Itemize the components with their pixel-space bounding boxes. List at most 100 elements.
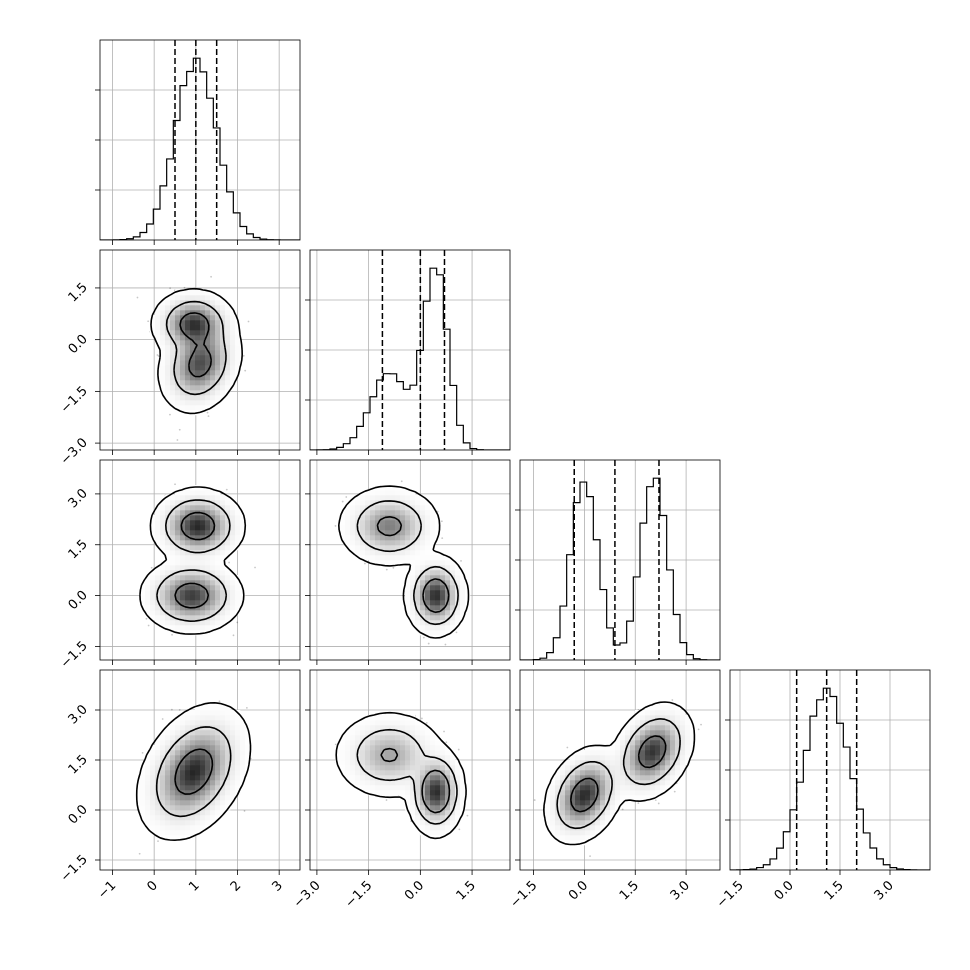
density-cell — [170, 510, 176, 516]
density-cell — [230, 380, 236, 386]
density-cell — [190, 500, 196, 506]
histogram-step — [310, 267, 510, 450]
histogram-step — [100, 57, 300, 240]
density-cell — [185, 355, 191, 361]
density-cell — [155, 575, 161, 581]
density-cell — [165, 355, 171, 361]
density-cell — [200, 620, 206, 626]
density-cell — [180, 505, 186, 511]
density-cell — [170, 345, 176, 351]
density-cell — [205, 390, 211, 396]
density-cell — [195, 360, 201, 366]
density-cell — [145, 600, 151, 606]
density-cell — [235, 525, 241, 531]
density-cell — [160, 535, 166, 541]
density-cell — [150, 520, 156, 526]
density-cell — [175, 565, 181, 571]
density-cell — [190, 595, 196, 601]
density-cell — [200, 570, 206, 576]
density-cell — [200, 610, 206, 616]
density-cell — [235, 520, 241, 526]
density-cell — [210, 295, 216, 301]
density-cell — [200, 500, 206, 506]
density-cell — [215, 615, 221, 621]
density-cell — [225, 315, 231, 321]
density-cell — [195, 615, 201, 621]
density-cell — [220, 315, 226, 321]
density-cell — [185, 515, 191, 521]
density-cell — [225, 325, 231, 331]
density-cell — [150, 585, 156, 591]
density-cell — [220, 560, 226, 566]
density-cell — [205, 505, 211, 511]
density-cell — [180, 580, 186, 586]
density-cell — [215, 335, 221, 341]
density-cell — [210, 300, 216, 306]
density-cell — [150, 525, 156, 531]
density-cell — [225, 320, 231, 326]
density-cell — [165, 390, 171, 396]
density-cell — [190, 365, 196, 371]
density-cell — [160, 575, 166, 581]
density-cell — [160, 520, 166, 526]
density-cell — [215, 590, 221, 596]
density-cell — [215, 555, 221, 561]
density-cell — [155, 565, 161, 571]
scatter-point — [169, 413, 171, 416]
density-cell — [180, 630, 186, 636]
density-cell — [195, 540, 201, 546]
density-cell — [150, 570, 156, 576]
density-cell — [220, 300, 226, 306]
scatter-point — [392, 566, 395, 569]
density-cell — [200, 575, 206, 581]
density-cell — [205, 575, 211, 581]
density-cell — [165, 365, 171, 371]
density-cell — [215, 385, 221, 391]
density-cell — [190, 340, 196, 346]
density-cell — [190, 295, 196, 301]
panel-content — [100, 250, 300, 450]
density-cell — [195, 310, 201, 316]
density-cell — [215, 355, 221, 361]
density-cell — [195, 525, 201, 531]
density-cell — [205, 290, 211, 296]
density-cell — [185, 580, 191, 586]
density-cell — [160, 500, 166, 506]
density-cell — [200, 365, 206, 371]
density-cell — [195, 365, 201, 371]
density-cell — [210, 605, 216, 611]
density-cell — [215, 495, 221, 501]
density-cell — [200, 545, 206, 551]
density-cell — [220, 340, 226, 346]
density-cell — [190, 405, 196, 411]
density-cell — [195, 330, 201, 336]
density-cell — [185, 380, 191, 386]
density-cell — [175, 350, 181, 356]
scatter-point — [244, 369, 247, 372]
density-cell — [155, 530, 161, 536]
density-cell — [180, 335, 186, 341]
density-cell — [225, 310, 231, 316]
density-cell — [235, 590, 241, 596]
density-cell — [220, 580, 226, 586]
density-cell — [185, 495, 191, 501]
density-cell — [200, 520, 206, 526]
density-cell — [190, 610, 196, 616]
density-cell — [165, 320, 171, 326]
density-cell — [195, 500, 201, 506]
density-cell — [165, 555, 171, 561]
density-cell — [220, 600, 226, 606]
density-cell — [225, 600, 231, 606]
density-cell — [225, 575, 231, 581]
scatter-point — [247, 320, 250, 323]
density-cell — [190, 630, 196, 636]
density-cell — [190, 330, 196, 336]
density-cell — [160, 620, 166, 626]
density-cell — [160, 360, 166, 366]
density-cell — [175, 355, 181, 361]
density-cell — [185, 560, 191, 566]
density-cell — [170, 555, 176, 561]
density-cell — [140, 595, 146, 601]
density-cell — [170, 620, 176, 626]
